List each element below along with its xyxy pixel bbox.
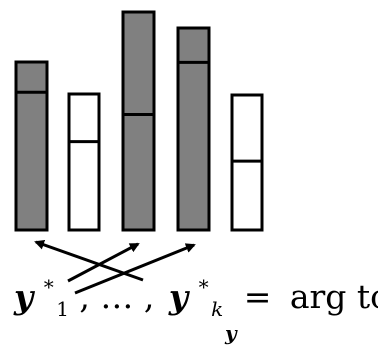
formula-operator: arg top	[290, 277, 378, 316]
bar-3	[121, 10, 156, 232]
formula-operator-sub: y	[224, 321, 238, 345]
formula-y-first: y	[13, 277, 36, 316]
arrow-to-bar-3	[67, 242, 140, 283]
formula-equals: =	[244, 277, 272, 316]
bar-2	[67, 92, 101, 232]
formula-index-1: 1	[56, 297, 69, 321]
bar-4	[176, 26, 211, 232]
formula-ellipsis: , … ,	[79, 277, 154, 316]
formula-star-first: *	[44, 275, 54, 299]
selection-formula: y * 1 , … , y * k = arg top k G ϕ y	[13, 263, 378, 324]
formula-index-k: k	[211, 297, 223, 321]
formula-star-last: *	[199, 275, 209, 299]
arrow-to-bar-4	[74, 243, 196, 295]
bars-group	[14, 10, 264, 232]
bar-1	[14, 60, 49, 232]
formula-y-last: y	[168, 277, 191, 316]
arrows-group	[34, 239, 196, 295]
